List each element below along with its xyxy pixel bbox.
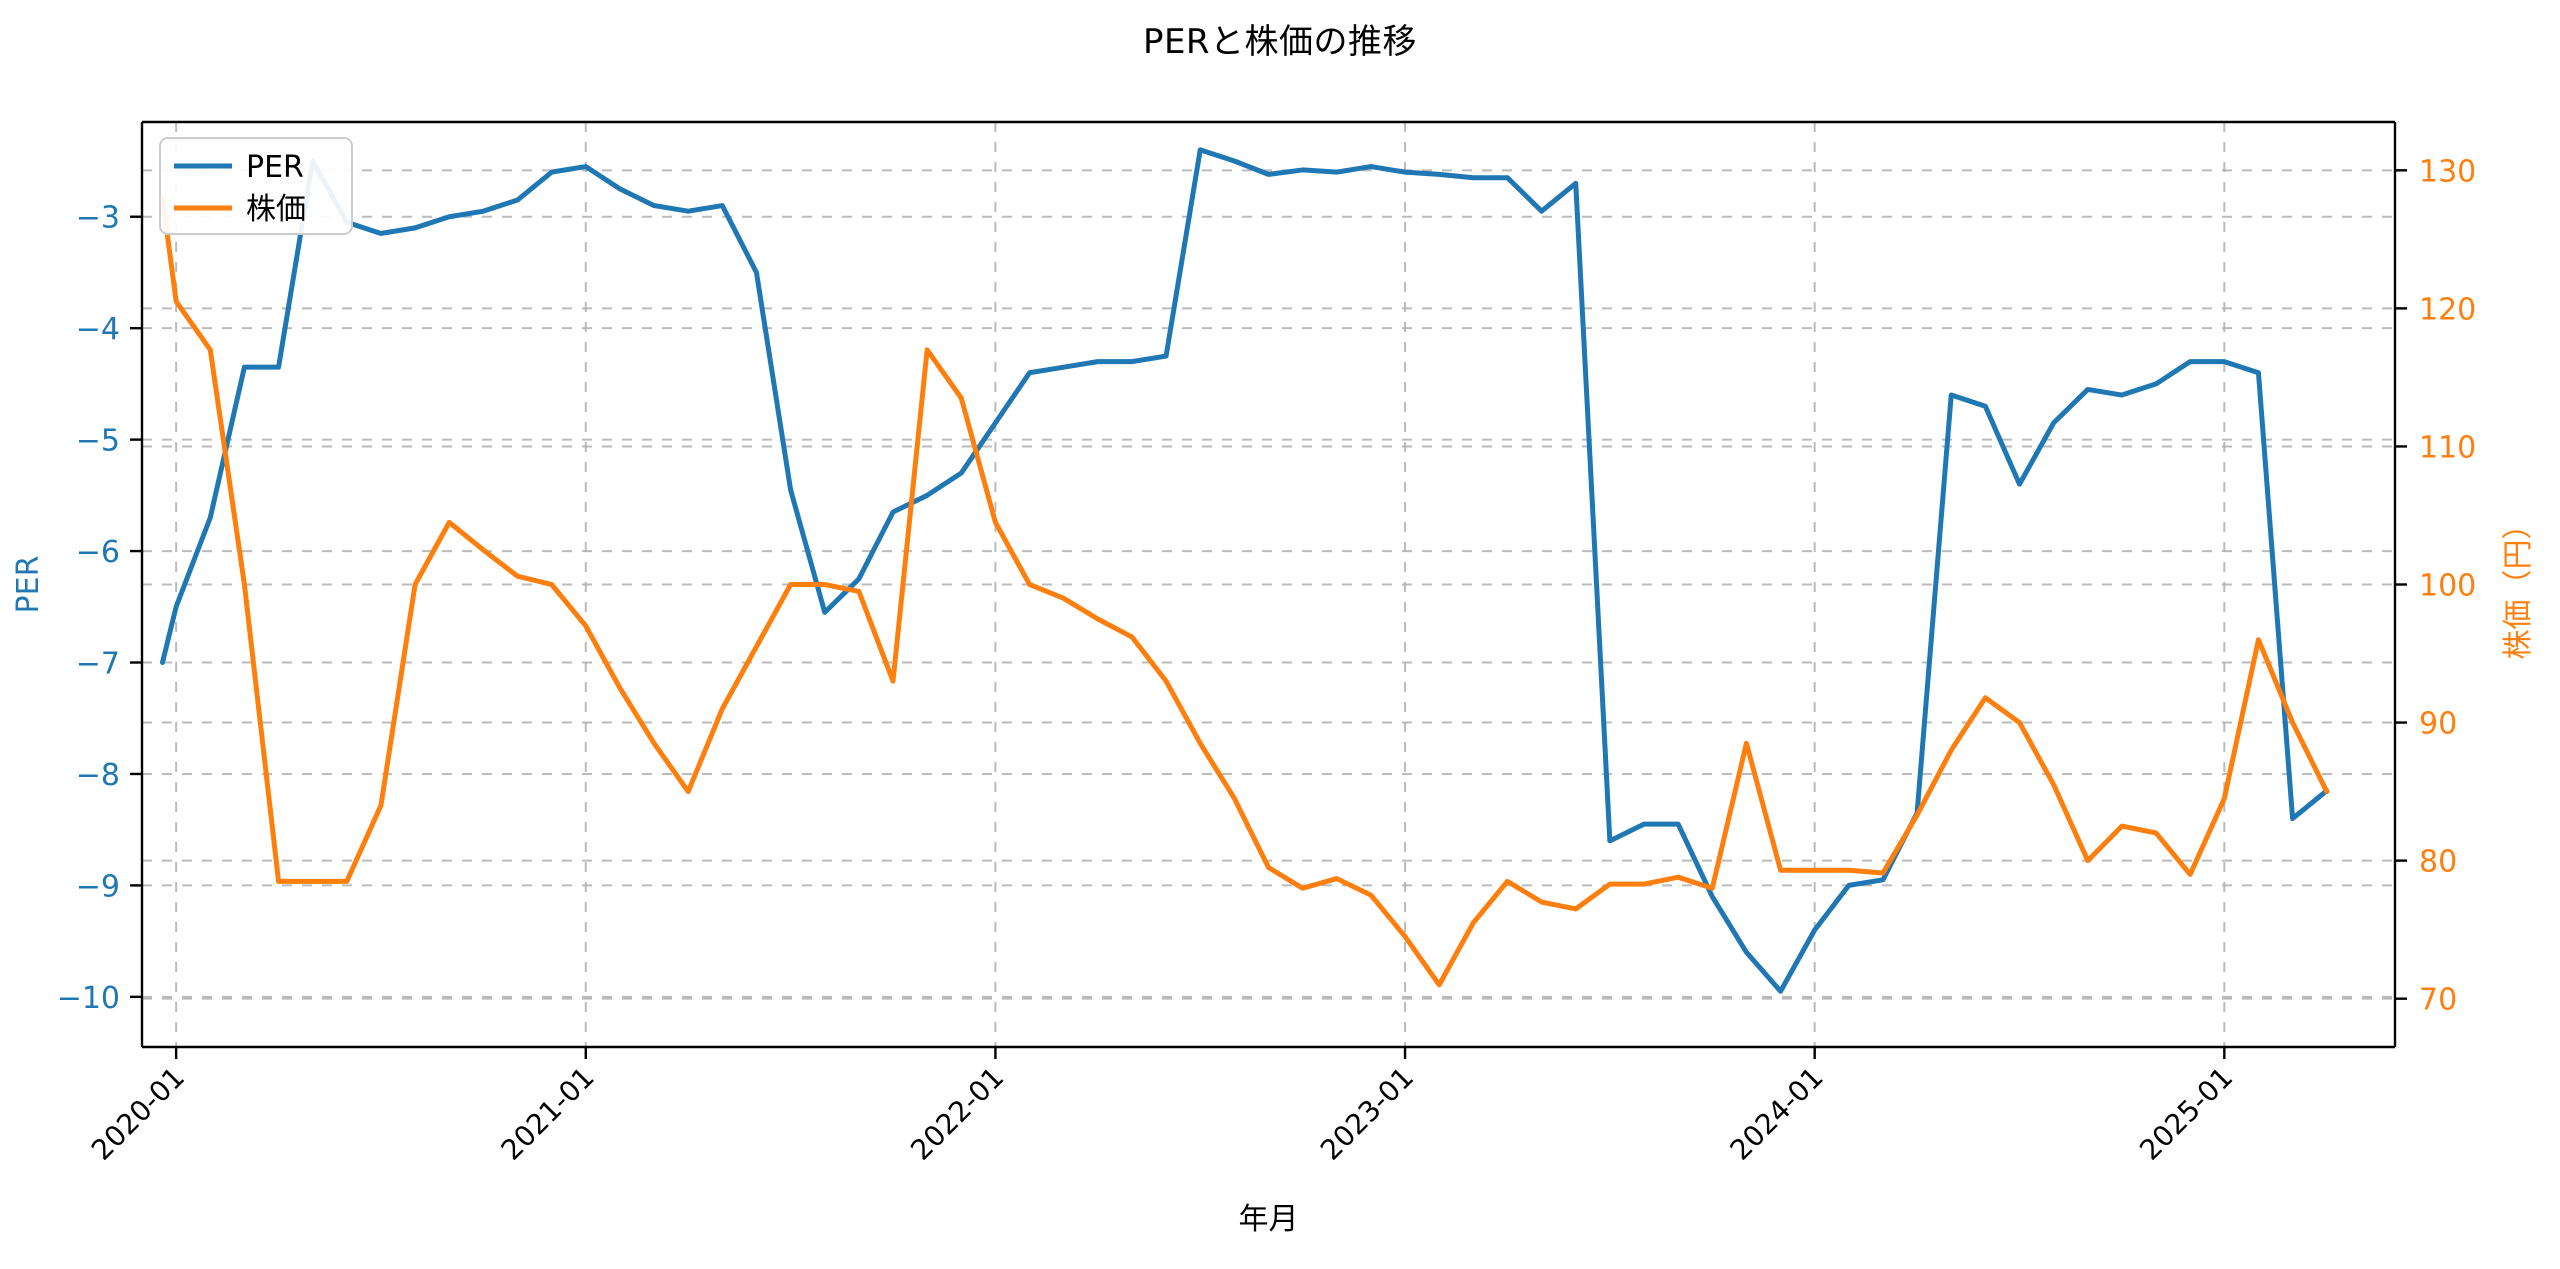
tick-label-left-6: −9 bbox=[76, 869, 120, 904]
series-line-per bbox=[159, 147, 2330, 994]
tick-label-right-0: 70 bbox=[2419, 983, 2457, 1018]
tick-label-right-1: 80 bbox=[2419, 845, 2457, 880]
tick-label-left-7: −10 bbox=[57, 981, 120, 1016]
tick-label-right-3: 100 bbox=[2419, 569, 2476, 604]
tick-label-right-4: 110 bbox=[2419, 430, 2476, 465]
tick-label-left-0: −3 bbox=[76, 201, 120, 236]
chart-title: PERと株価の推移 bbox=[1142, 22, 1418, 62]
y-axis-title-right: 株価（円） bbox=[2501, 510, 2536, 660]
tick-label-x-4: 2024-01 bbox=[1724, 1061, 1830, 1167]
legend-label-株価: 株価 bbox=[246, 192, 306, 227]
tick-label-left-5: −8 bbox=[76, 758, 120, 793]
y-axis-title-left: PER bbox=[11, 556, 46, 614]
tick-label-x-1: 2021-01 bbox=[495, 1061, 601, 1167]
tick-label-x-0: 2020-01 bbox=[85, 1061, 191, 1167]
tick-label-right-2: 90 bbox=[2419, 707, 2457, 742]
tick-label-x-5: 2025-01 bbox=[2133, 1061, 2239, 1167]
tick-label-right-5: 120 bbox=[2419, 292, 2476, 327]
tick-label-left-3: −6 bbox=[76, 535, 120, 570]
tick-label-left-4: −7 bbox=[76, 647, 120, 682]
tick-label-left-1: −4 bbox=[76, 312, 120, 347]
series-line-kabuka bbox=[159, 195, 2330, 988]
tick-label-right-6: 130 bbox=[2419, 154, 2476, 189]
tick-label-left-2: −5 bbox=[76, 424, 120, 459]
tick-label-x-2: 2022-01 bbox=[904, 1061, 1010, 1167]
legend-label-PER: PER bbox=[246, 150, 304, 185]
tick-label-x-3: 2023-01 bbox=[1314, 1061, 1420, 1167]
x-axis-title: 年月 bbox=[1239, 1202, 1299, 1237]
